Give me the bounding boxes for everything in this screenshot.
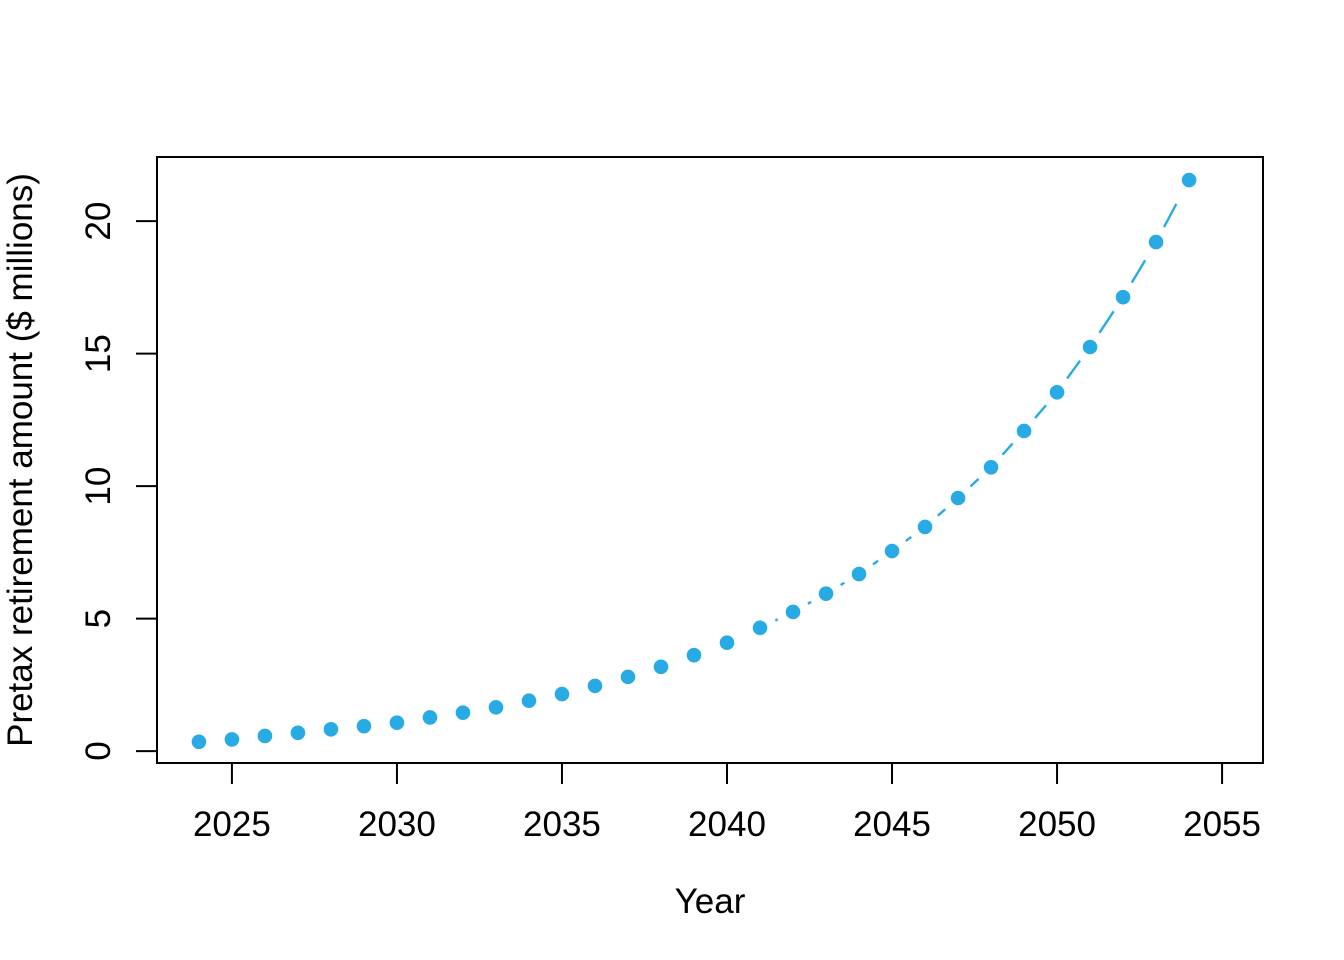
data-point (488, 700, 504, 715)
data-point (455, 705, 471, 720)
data-point (356, 718, 372, 734)
data-point (1016, 423, 1032, 439)
series-line-dash (1162, 194, 1183, 228)
x-tick-label: 2030 (358, 805, 436, 844)
data-point (1181, 172, 1197, 188)
series-line-dash (1130, 256, 1149, 284)
data-point (752, 620, 768, 636)
series-line-dash (1001, 442, 1014, 456)
data-point (1082, 339, 1098, 355)
x-axis-title: Year (675, 882, 746, 921)
x-tick-label: 2040 (688, 805, 766, 844)
data-point (191, 734, 207, 750)
x-tick-label: 2025 (193, 805, 271, 844)
data-point (818, 586, 834, 601)
data-point (257, 728, 273, 744)
data-point (785, 604, 801, 620)
data-point (686, 647, 702, 663)
x-axis: 2025 2030 2035 2040 2045 2050 2055 (193, 763, 1261, 844)
x-tick-label: 2045 (853, 805, 931, 844)
data-series (191, 172, 1197, 750)
series-line-dash (1098, 310, 1115, 334)
series-line-dash (969, 477, 980, 488)
data-point (719, 635, 735, 651)
data-point (917, 519, 933, 535)
plot-border (156, 156, 1264, 764)
data-point (950, 490, 966, 506)
series-line-dash (1066, 360, 1082, 380)
data-point (290, 725, 306, 741)
y-tick-label: 15 (79, 334, 118, 373)
y-axis: 0 5 10 15 20 (79, 202, 157, 761)
data-point (983, 459, 999, 475)
data-point (224, 732, 240, 747)
series-line-dash (807, 600, 812, 605)
data-point (389, 715, 405, 731)
data-point (851, 566, 867, 582)
series-line-dash (905, 535, 913, 542)
x-tick-label: 2055 (1183, 805, 1261, 844)
series-line-dash (840, 581, 846, 587)
data-point (521, 693, 537, 709)
data-point (323, 722, 339, 737)
series-line-dash (937, 508, 947, 517)
data-point (1148, 234, 1164, 250)
series-line-dash (774, 618, 779, 622)
data-point (884, 543, 900, 559)
y-axis-title: Pretax retirement amount ($ millions) (1, 173, 40, 747)
series-line-dash (1034, 404, 1047, 419)
x-tick-label: 2050 (1018, 805, 1096, 844)
data-point (1049, 384, 1065, 400)
series-line-dash (872, 559, 879, 566)
y-tick-label: 5 (79, 609, 118, 628)
y-tick-label: 10 (79, 467, 118, 506)
y-tick-label: 0 (79, 741, 118, 760)
data-point (620, 669, 636, 685)
y-tick-label: 20 (79, 202, 118, 241)
data-point (587, 678, 603, 694)
x-tick-label: 2035 (523, 805, 601, 844)
data-point (653, 659, 669, 675)
data-point (422, 710, 438, 725)
data-point (554, 686, 570, 702)
data-point (1115, 289, 1131, 305)
